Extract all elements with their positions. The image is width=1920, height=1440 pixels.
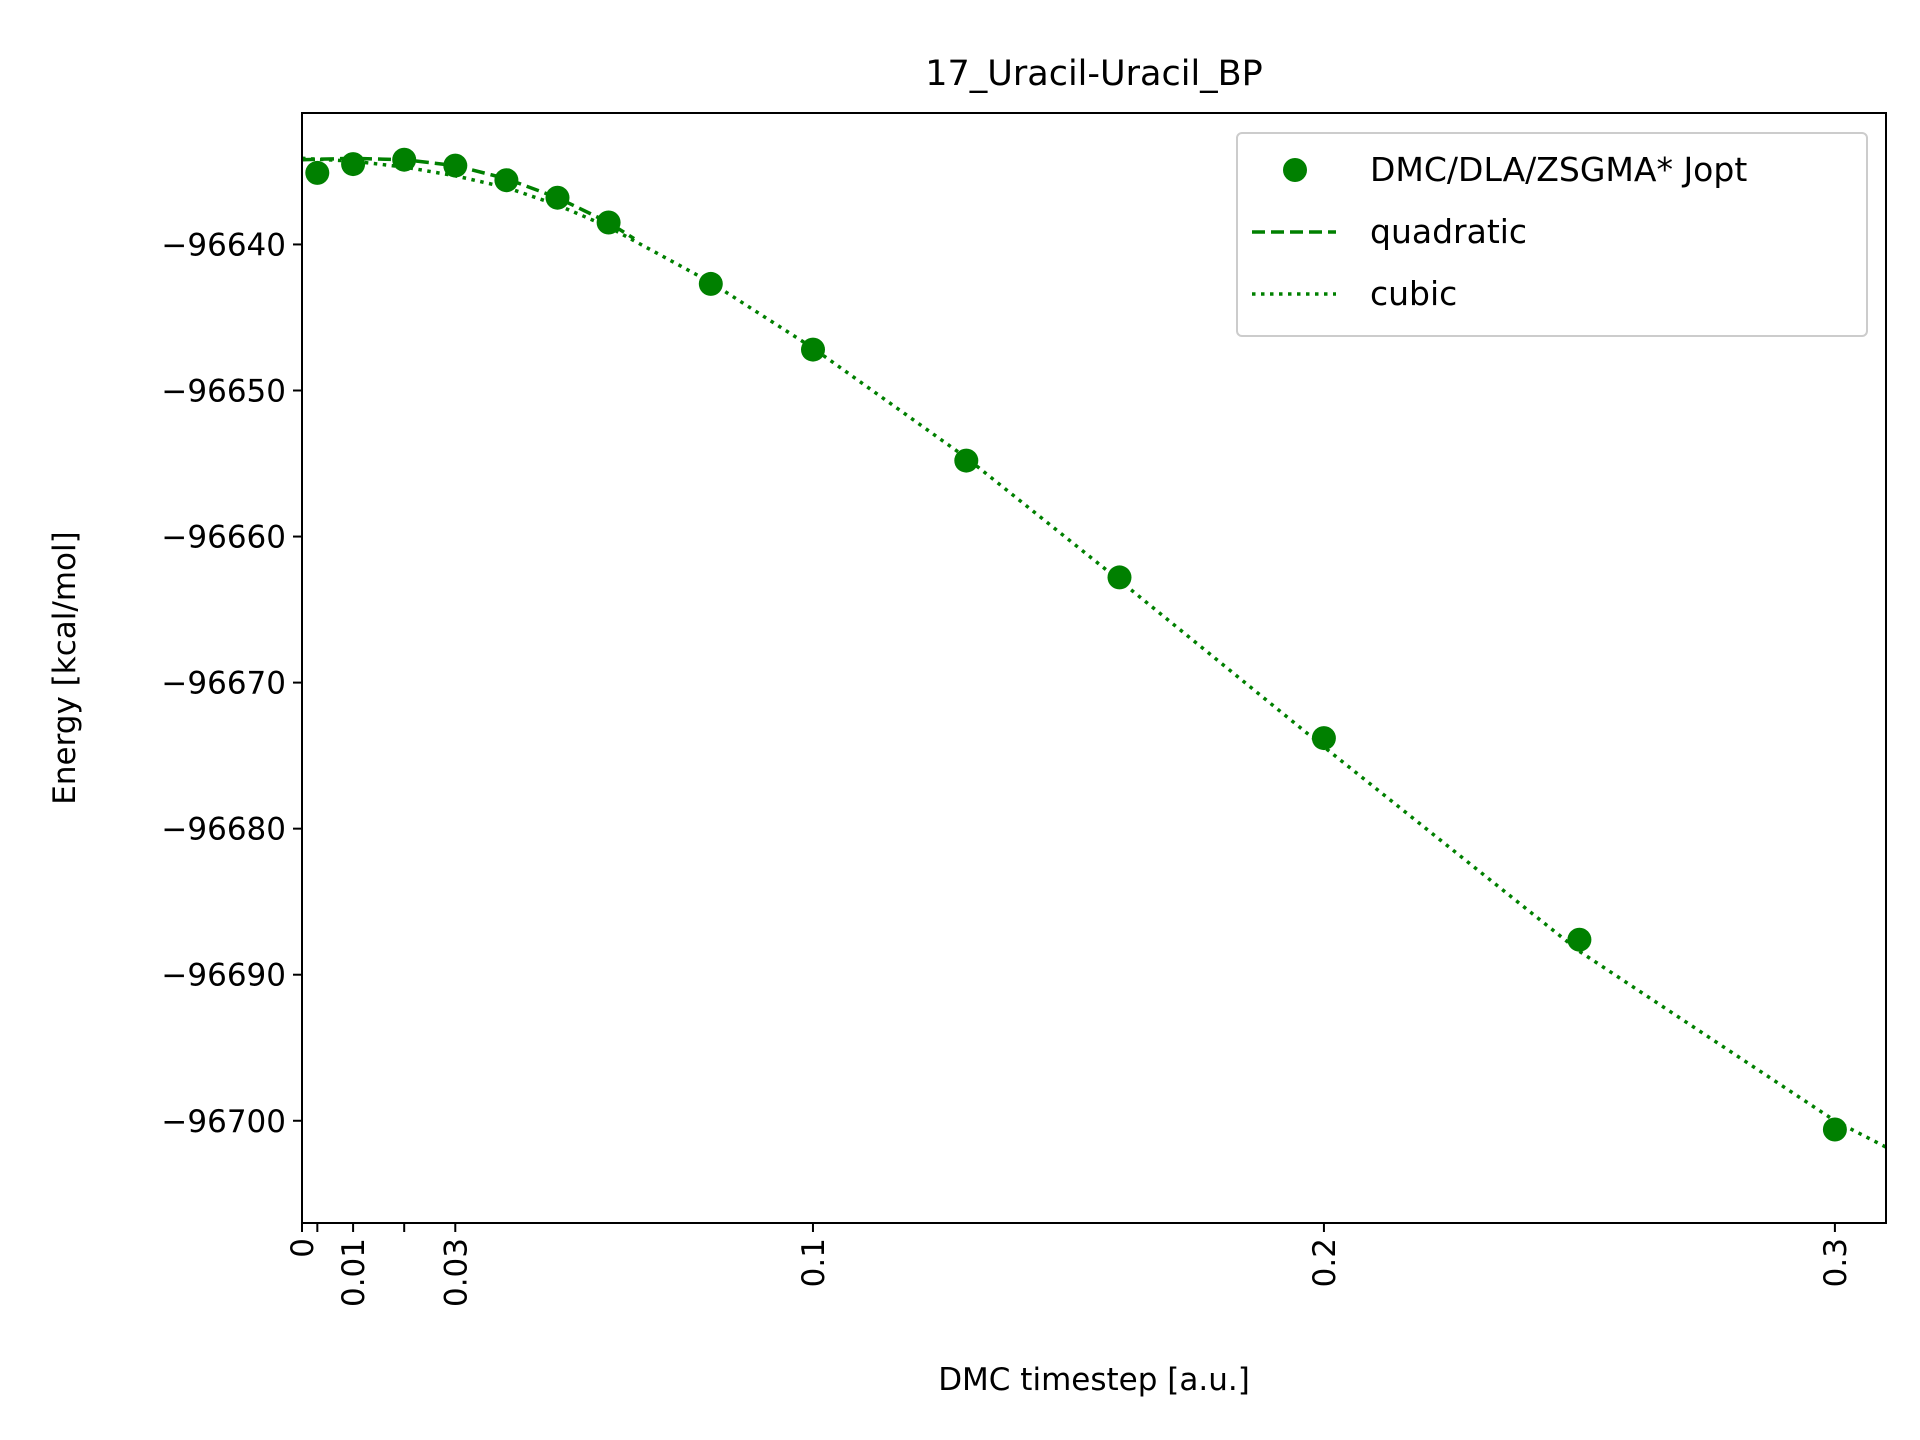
y-tick-label: −96700 <box>161 1104 286 1140</box>
data-point <box>596 210 621 235</box>
x-axis-label: DMC timestep [a.u.] <box>938 1362 1250 1398</box>
data-point <box>1107 565 1132 590</box>
x-tick-label: 0.2 <box>1307 1238 1343 1287</box>
chart-title: 17_Uracil-Uracil_BP <box>925 54 1263 94</box>
y-tick-label: −96660 <box>161 520 286 556</box>
data-point <box>954 448 979 473</box>
y-axis-ticks: −96640 −96650 −96660 −96670 −96680 −96690 −967… <box>161 227 302 1140</box>
data-point <box>494 168 519 193</box>
y-tick-label: −96690 <box>161 958 286 994</box>
x-axis-ticks: 0 0.01 0.03 0.1 0.2 0.3 <box>285 1223 1854 1307</box>
legend-marker-dmc-icon <box>1283 158 1307 182</box>
data-point <box>801 337 825 362</box>
x-tick-label: 0.1 <box>796 1238 832 1287</box>
x-tick-label: 0.01 <box>336 1238 372 1307</box>
data-point <box>443 153 468 178</box>
data-point <box>305 160 330 185</box>
plot-area <box>302 147 1886 1149</box>
legend-label-quadratic: quadratic <box>1370 212 1527 251</box>
y-tick-label: −96670 <box>161 666 286 702</box>
legend-label-dmc: DMC/DLA/ZSGMA* Jopt <box>1370 150 1747 189</box>
data-point <box>698 271 723 296</box>
x-tick-label: 0.3 <box>1818 1238 1854 1287</box>
plot-frame <box>301 112 1887 1224</box>
y-tick-label: −96650 <box>161 374 286 410</box>
data-point <box>392 147 417 172</box>
y-tick-label: −96640 <box>161 227 286 263</box>
x-tick-label: 0 <box>285 1238 321 1258</box>
x-tick-label: 0.03 <box>438 1238 474 1307</box>
data-point <box>1567 927 1592 952</box>
data-point <box>1822 1117 1847 1142</box>
data-point <box>1311 726 1336 751</box>
legend-box <box>1236 132 1868 337</box>
data-point <box>545 185 570 210</box>
data-point <box>341 152 366 177</box>
legend: DMC/DLA/ZSGMA* Jopt quadratic cubic <box>1236 132 1868 337</box>
y-tick-label: −96680 <box>161 812 286 848</box>
legend-label-cubic: cubic <box>1370 274 1457 313</box>
y-axis-label: Energy [kcal/mol] <box>47 531 83 804</box>
